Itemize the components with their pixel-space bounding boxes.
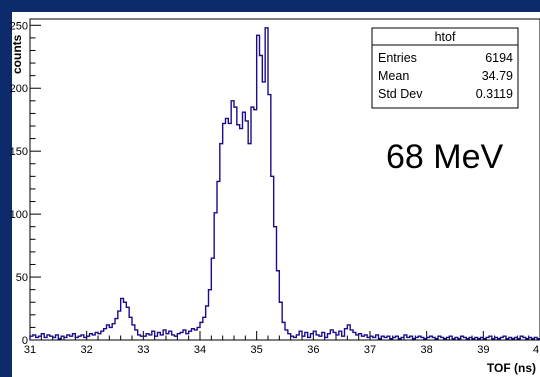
stats-value-mean: 34.79 bbox=[482, 69, 513, 83]
x-axis-title: TOF (ns) bbox=[487, 361, 536, 375]
y-tick-label: 200 bbox=[10, 83, 28, 95]
y-tick-label: 150 bbox=[10, 146, 28, 158]
stats-label-stddev: Std Dev bbox=[378, 87, 423, 101]
x-tick-label: 31 bbox=[24, 344, 36, 356]
stats-label-entries: Entries bbox=[378, 51, 417, 65]
stats-value-stddev: 0.3119 bbox=[476, 87, 513, 101]
stats-label-mean: Mean bbox=[378, 69, 409, 83]
x-tick-label: 33 bbox=[137, 344, 149, 356]
x-tick-label: 32 bbox=[81, 344, 93, 356]
x-tick-label: 38 bbox=[421, 344, 433, 356]
x-tick-label: 34 bbox=[194, 344, 206, 356]
y-tick-label: 100 bbox=[10, 209, 28, 221]
stats-value-entries: 6194 bbox=[485, 51, 513, 65]
stats-box-title: htof bbox=[435, 30, 456, 44]
stats-box: htof Entries 6194 Mean 34.79 Std Dev 0.3… bbox=[371, 27, 519, 109]
x-tick-label: 39 bbox=[477, 344, 489, 356]
x-tick-label: 36 bbox=[307, 344, 319, 356]
histogram-series-line bbox=[29, 27, 540, 340]
y-tick-label: 50 bbox=[16, 272, 28, 284]
y-tick-label: 0 bbox=[22, 335, 28, 347]
y-tick-label: 250 bbox=[10, 20, 28, 32]
energy-annotation: 68 MeV bbox=[386, 138, 503, 176]
x-tick-label: 4 bbox=[533, 344, 539, 356]
plot-frame bbox=[29, 18, 540, 341]
x-tick-label: 37 bbox=[364, 344, 376, 356]
x-tick-label: 35 bbox=[251, 344, 263, 356]
y-axis-title: counts bbox=[10, 34, 24, 74]
